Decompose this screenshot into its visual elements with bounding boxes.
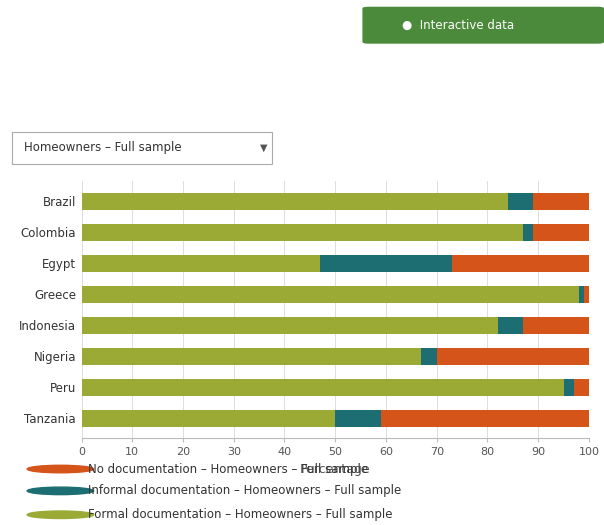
Bar	[82, 255, 320, 272]
Text: Informal documentation – Homeowners – Full sample: Informal documentation – Homeowners – Fu…	[88, 485, 401, 497]
Bar	[533, 224, 589, 241]
Bar	[82, 348, 422, 365]
Bar	[82, 379, 564, 396]
Bar	[82, 317, 498, 334]
Circle shape	[27, 511, 94, 519]
Text: No documentation – Homeowners – Full sample: No documentation – Homeowners – Full sam…	[88, 463, 368, 476]
Bar	[320, 255, 452, 272]
Bar	[584, 286, 589, 303]
Bar	[335, 410, 381, 427]
Bar	[579, 286, 584, 303]
Bar	[523, 224, 533, 241]
Bar	[82, 193, 508, 210]
Bar	[82, 410, 335, 427]
Bar	[452, 255, 589, 272]
Bar	[564, 379, 574, 396]
Bar	[574, 379, 589, 396]
Bar	[82, 224, 523, 241]
Bar	[381, 410, 589, 427]
Bar	[508, 193, 533, 210]
Bar	[422, 348, 437, 365]
Text: ▼: ▼	[260, 143, 267, 153]
X-axis label: Percentage: Percentage	[300, 463, 370, 476]
Text: ●  Interactive data: ● Interactive data	[402, 19, 514, 32]
Bar	[437, 348, 589, 365]
Text: Homeowners – Full sample: Homeowners – Full sample	[24, 141, 182, 154]
Text: Formal documentation – Homeowners – Full sample: Formal documentation – Homeowners – Full…	[88, 508, 392, 521]
FancyBboxPatch shape	[12, 132, 272, 164]
Circle shape	[27, 487, 94, 495]
Bar	[533, 193, 589, 210]
Text: PRIndex: Rate of property documentation: PRIndex: Rate of property documentation	[15, 54, 425, 72]
Text: Compare all countries: Compare all countries	[15, 84, 153, 97]
Circle shape	[27, 465, 94, 473]
Bar	[498, 317, 523, 334]
Bar	[523, 317, 589, 334]
FancyBboxPatch shape	[362, 7, 604, 44]
Bar	[82, 286, 579, 303]
Text: Show: Show	[15, 112, 53, 125]
